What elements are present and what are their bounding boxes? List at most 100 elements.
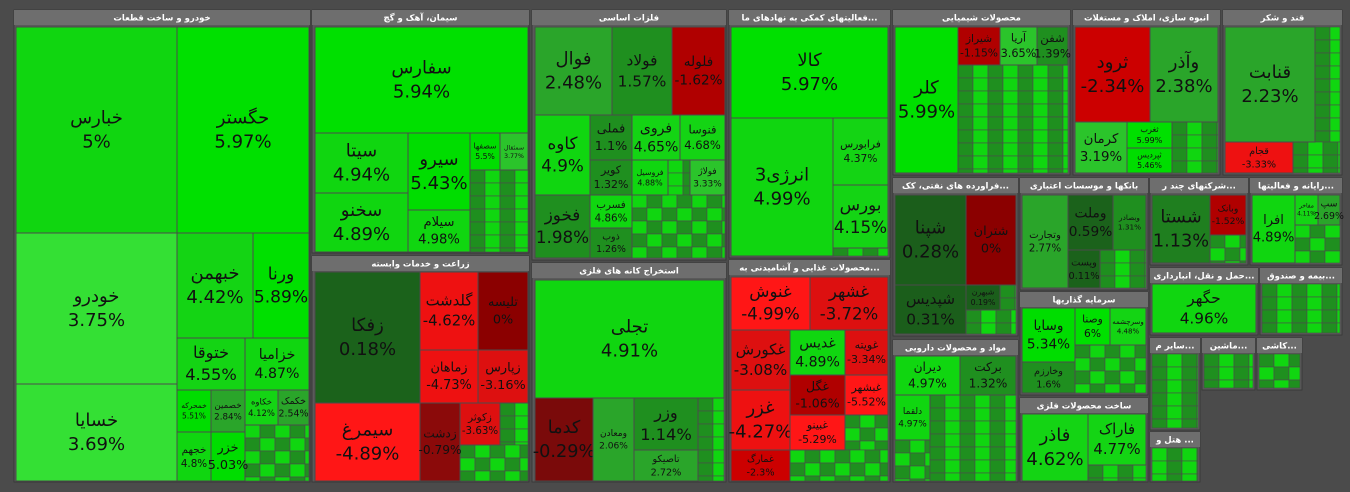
stock-change: 2.69% <box>1314 211 1344 222</box>
small-tile <box>712 397 725 412</box>
small-tile <box>1004 420 1017 435</box>
stock-change: 4.89% <box>333 224 390 245</box>
small-tile <box>1132 477 1147 482</box>
stock-name: ختوقا <box>193 343 229 363</box>
stock-change: -1.15% <box>960 47 998 60</box>
small-tile <box>469 208 486 223</box>
small-tile <box>1324 224 1341 239</box>
small-tile <box>987 142 1004 157</box>
small-tile <box>1224 260 1241 264</box>
sector: انبوه سازی، املاک و مستغلات ثرود -2.34% وآذ… <box>1072 9 1221 176</box>
small-tile <box>972 77 989 92</box>
small-tile <box>1273 379 1290 389</box>
small-tile <box>1002 90 1019 105</box>
small-tile <box>1181 418 1198 429</box>
small-tile <box>1002 155 1019 170</box>
stock-tile <box>1067 249 1101 289</box>
small-tile <box>691 207 708 222</box>
small-tile <box>289 463 306 478</box>
small-tile <box>1062 142 1069 157</box>
small-tile <box>924 439 931 454</box>
small-tile <box>1329 26 1341 41</box>
small-tile <box>1166 353 1183 368</box>
small-tile <box>1104 383 1121 394</box>
stock-tile <box>730 389 791 451</box>
stock-name: شتران <box>974 224 1009 239</box>
small-tile <box>1166 418 1183 429</box>
small-tile <box>1181 379 1198 394</box>
stock-tile <box>965 194 1017 286</box>
stock-change: -1.06% <box>795 395 839 410</box>
stock-change: 1.14% <box>640 425 692 444</box>
small-tile <box>721 233 726 248</box>
small-tile <box>972 129 989 144</box>
small-tile <box>957 90 974 105</box>
stock-change: 0.19% <box>971 298 996 307</box>
small-tile <box>1151 353 1168 368</box>
stock-name: فخوز <box>544 205 581 225</box>
small-tile <box>1062 155 1069 170</box>
stock-name: افرا <box>1263 213 1284 228</box>
small-tile <box>1314 130 1331 143</box>
stock-name: خکاوه <box>251 397 272 407</box>
small-tile <box>874 414 889 429</box>
small-tile <box>1258 379 1275 389</box>
sector-header <box>729 10 890 25</box>
sector-header <box>312 10 529 25</box>
small-tile <box>721 246 726 259</box>
sector: قند و شکر قنابت 2.23% قجام -3.33% <box>1222 9 1343 176</box>
small-tile <box>519 444 529 459</box>
small-tile <box>721 194 726 209</box>
small-tile <box>995 322 1012 335</box>
stock-tile <box>730 276 811 331</box>
stock-name: قجام <box>1249 146 1269 157</box>
small-tile <box>499 415 516 430</box>
small-tile <box>1119 344 1136 359</box>
stock-name: بورس <box>840 195 882 215</box>
stock-name: خبارس <box>70 107 123 128</box>
small-tile <box>504 444 521 459</box>
stock-tile <box>210 431 246 482</box>
small-tile <box>1002 168 1019 174</box>
stock-change: 4.48% <box>1117 327 1140 335</box>
stock-name: خکمک <box>281 396 306 407</box>
stock-change: -3.33% <box>1242 159 1276 170</box>
small-tile <box>909 478 926 482</box>
small-tile <box>474 470 491 482</box>
small-tile <box>1294 237 1311 252</box>
small-tile <box>1002 64 1019 79</box>
small-tile <box>274 437 291 452</box>
small-tile <box>1248 366 1254 381</box>
small-tile <box>1248 379 1254 389</box>
small-tile <box>697 462 714 477</box>
stock-tile <box>589 114 633 161</box>
small-tile <box>1218 379 1235 389</box>
stock-tile <box>459 402 501 446</box>
small-tile <box>1307 141 1324 156</box>
small-tile <box>631 220 648 235</box>
small-tile <box>1166 366 1183 381</box>
small-tile <box>1047 129 1064 144</box>
small-tile <box>1306 309 1323 324</box>
stock-change: 2.54% <box>279 409 309 420</box>
stock-tile <box>534 114 591 196</box>
stock-change: -3.16% <box>480 378 525 393</box>
small-tile <box>1062 168 1069 174</box>
small-tile <box>304 476 310 482</box>
stock-change: 5.51% <box>182 411 206 420</box>
stock-change: -4.99% <box>741 305 800 324</box>
small-tile <box>1181 447 1198 462</box>
small-tile <box>972 116 989 131</box>
small-tile <box>631 233 648 248</box>
small-tile <box>864 475 881 482</box>
sector-header <box>1150 432 1200 447</box>
stock-tile <box>15 26 178 234</box>
sector: مواد و محصولات دارویی دیران 4.97% برکت 1.32%… <box>892 339 1019 483</box>
stock-name: خمحرکه <box>181 401 207 410</box>
small-tile <box>1151 379 1168 394</box>
small-tile <box>1119 383 1136 394</box>
sector-title: انبوه سازی، املاک و مستغلات <box>1084 14 1209 24</box>
stock-name: تلیسه <box>488 295 518 310</box>
small-tile <box>274 424 291 439</box>
stock-name: قنابت <box>1249 62 1291 83</box>
